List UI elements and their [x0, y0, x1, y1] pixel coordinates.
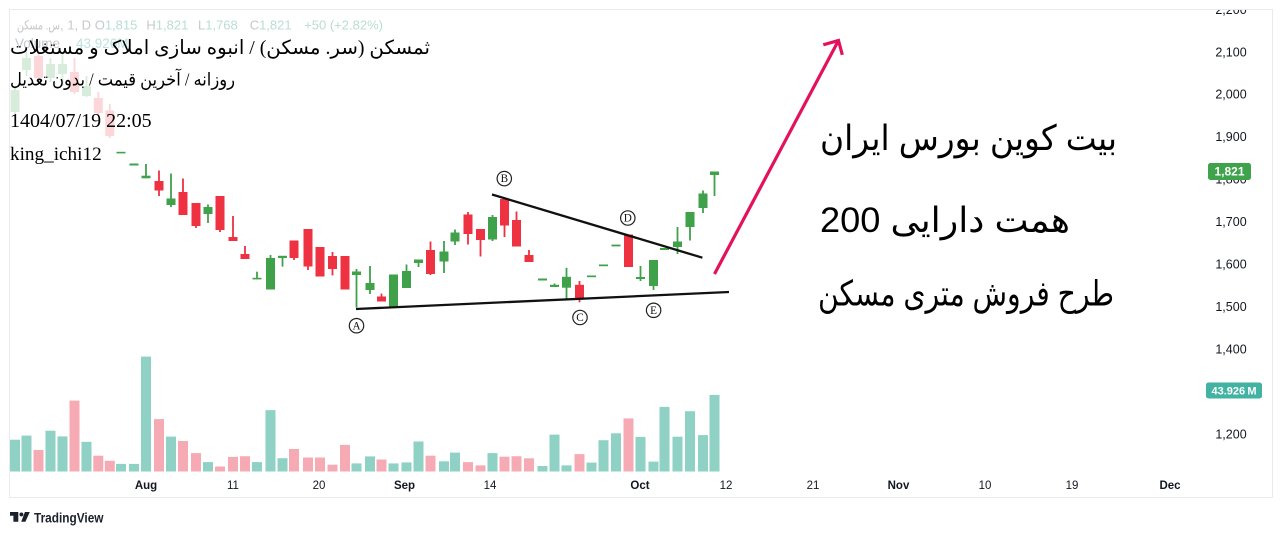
svg-text:س. مسکن: س. مسکن — [17, 18, 60, 34]
svg-text:Oct: Oct — [630, 480, 649, 492]
svg-text:2,000: 2,000 — [1215, 88, 1246, 102]
svg-text:1404/07/19 22:05: 1404/07/19 22:05 — [10, 110, 152, 132]
svg-text:11: 11 — [227, 480, 239, 492]
svg-text:1,700: 1,700 — [1215, 215, 1246, 229]
svg-text:Aug: Aug — [135, 480, 157, 492]
svg-text:43.926 M: 43.926 M — [1211, 386, 1256, 398]
svg-text:1,500: 1,500 — [1215, 300, 1246, 314]
svg-text:بیت کوین بورس ایران: بیت کوین بورس ایران — [820, 119, 1117, 159]
svg-text:Nov: Nov — [888, 480, 910, 492]
svg-text:O1,815: O1,815 — [95, 18, 138, 33]
svg-text:12: 12 — [720, 480, 733, 492]
svg-text:TradingView: TradingView — [34, 509, 104, 525]
svg-text:روزانه / آخرین قیمت / بدون تعد: روزانه / آخرین قیمت / بدون تعدیل — [10, 68, 235, 91]
svg-text:10: 10 — [979, 480, 992, 492]
svg-text:C1,821: C1,821 — [250, 18, 292, 33]
svg-text:1,200: 1,200 — [1215, 428, 1246, 442]
svg-text:L1,768: L1,768 — [198, 18, 238, 33]
svg-text:طرح فروش متری مسکن: طرح فروش متری مسکن — [818, 275, 1114, 315]
svg-text:E: E — [650, 305, 657, 317]
svg-text:+50 (+2.82%): +50 (+2.82%) — [304, 18, 383, 33]
svg-text:B: B — [501, 173, 508, 185]
svg-text:20: 20 — [313, 480, 326, 492]
svg-text:A: A — [352, 320, 360, 332]
svg-text:H1,821: H1,821 — [146, 18, 188, 33]
svg-text:1,400: 1,400 — [1215, 343, 1246, 357]
svg-text:Sep: Sep — [394, 480, 415, 492]
svg-text:14: 14 — [484, 480, 497, 492]
svg-text:ثمسکن (سر. مسکن) / انبوه سازی: ثمسکن (سر. مسکن) / انبوه سازی املاک و مس… — [10, 38, 430, 59]
svg-text:, 1, D: , 1, D — [60, 18, 91, 33]
svg-text:Dec: Dec — [1159, 480, 1181, 492]
svg-text:1,600: 1,600 — [1215, 258, 1246, 272]
svg-text:21: 21 — [807, 480, 820, 492]
svg-text:همت دارایی 200: همت دارایی 200 — [820, 201, 1070, 241]
svg-text:Volume: Volume — [15, 36, 60, 51]
svg-text:1,900: 1,900 — [1215, 130, 1246, 144]
svg-text:43.926M: 43.926M — [76, 36, 129, 51]
svg-text:king_ichi12: king_ichi12 — [10, 144, 102, 165]
svg-text:C: C — [576, 312, 583, 324]
svg-text:D: D — [624, 213, 632, 225]
svg-text:1,821: 1,821 — [1214, 165, 1244, 179]
svg-text:2,100: 2,100 — [1215, 45, 1246, 59]
svg-text:19: 19 — [1066, 480, 1079, 492]
